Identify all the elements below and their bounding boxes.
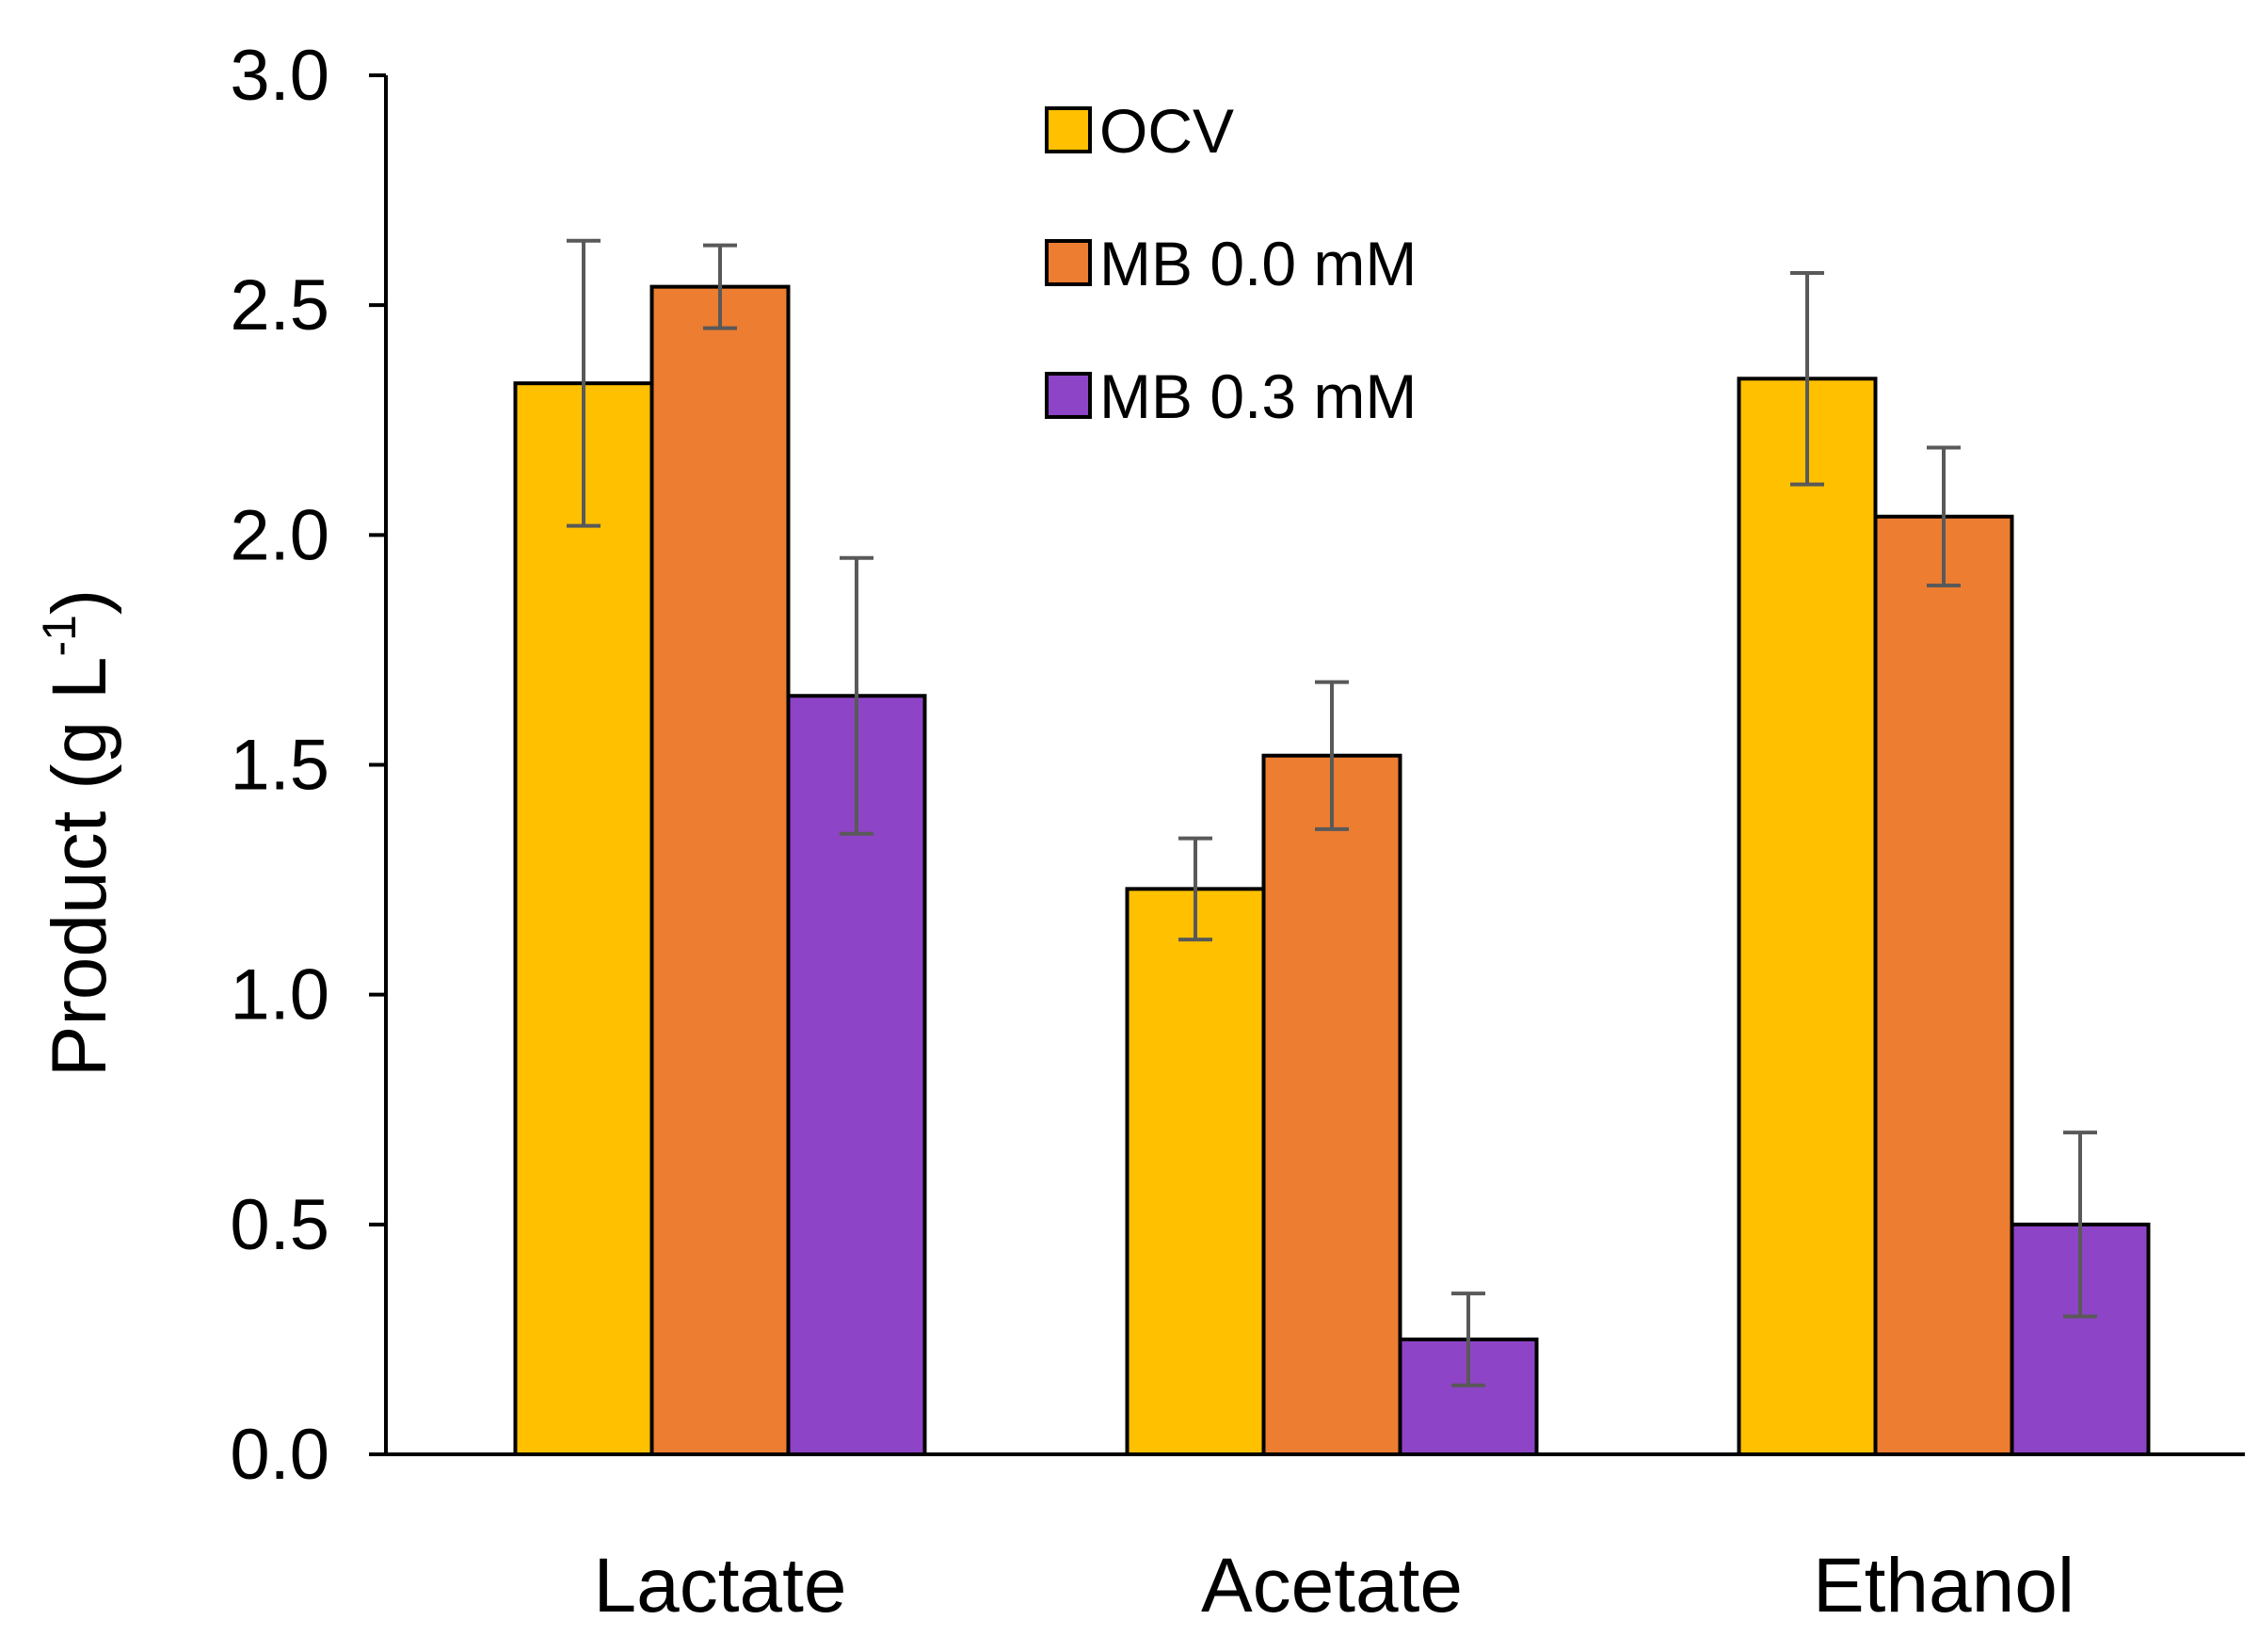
x-tick-label-acetate: Acetate [1201,1543,1463,1628]
y-tick-label: 1.0 [230,955,329,1035]
y-tick-label: 2.5 [230,265,329,345]
bar-lactate-ocv [513,381,654,1456]
y-axis-title-text: Product (g L-1) [33,589,122,1077]
bar-acetate-mb-0-0-mm [1261,753,1402,1456]
y-tick-label: 2.0 [230,495,329,575]
error-bars-layer [567,238,2097,1387]
legend-swatch [1045,239,1092,286]
legend-swatch [1045,372,1092,419]
legend-label: MB 0.0 mM [1099,229,1417,298]
legend-swatch [1045,106,1092,153]
bar-ethanol-mb-0-0-mm [1873,514,2014,1456]
y-axis-title: Product (g L-1) [33,589,122,1077]
y-tick-labels: 0.0 0.5 1.0 1.5 2.0 2.5 3.0 [230,36,329,1495]
error-bar-lactate-mb-0-0-mm [703,243,737,330]
error-bar-acetate-mb-0-0-mm [1315,680,1349,831]
bar-lactate-mb-0-0-mm [649,284,791,1457]
error-bar-ethanol-mb-0-3-mm [2063,1131,2097,1319]
error-bar-lactate-ocv [567,238,601,528]
legend-item-mb-0-3-mm: MB 0.3 mM [1045,361,1417,431]
bars-layer [513,284,2151,1457]
legend-label: OCV [1099,96,1234,166]
bar-ethanol-ocv [1737,377,1878,1456]
legend-item-mb-0-0-mm: MB 0.0 mM [1045,229,1417,298]
error-bar-acetate-ocv [1178,836,1212,942]
x-category-labels: Lactate Acetate Ethanol [594,1543,2075,1628]
x-tick-label-ethanol: Ethanol [1813,1543,2075,1628]
error-bar-lactate-mb-0-3-mm [840,555,873,836]
y-tick-label: 0.5 [230,1185,329,1265]
error-bar-ethanol-ocv [1790,270,1824,487]
legend: OCV MB 0.0 mM MB 0.3 mM [1045,96,1417,431]
error-bar-acetate-mb-0-3-mm [1451,1291,1485,1387]
legend-item-ocv: OCV [1045,96,1234,166]
y-tick-label: 0.0 [230,1415,329,1495]
x-tick-label-lactate: Lactate [594,1543,847,1628]
y-tick-label: 3.0 [230,36,329,116]
axes-layer [369,73,2245,1456]
legend-label: MB 0.3 mM [1099,361,1417,431]
error-bar-ethanol-mb-0-0-mm [1927,445,1961,588]
bar-acetate-ocv [1125,887,1266,1456]
y-tick-label: 1.5 [230,726,329,806]
